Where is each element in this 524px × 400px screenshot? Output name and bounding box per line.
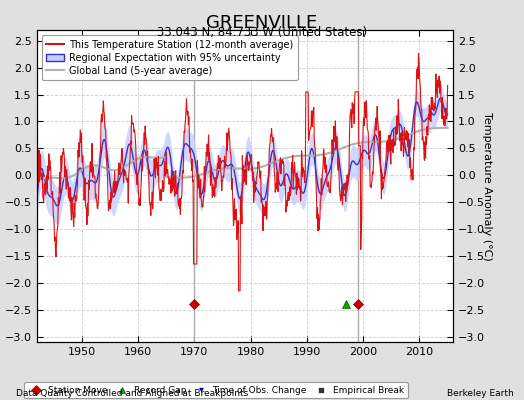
Y-axis label: Temperature Anomaly (°C): Temperature Anomaly (°C)	[482, 112, 492, 260]
Text: Data Quality Controlled and Aligned at Breakpoints: Data Quality Controlled and Aligned at B…	[16, 389, 248, 398]
Text: Berkeley Earth: Berkeley Earth	[447, 389, 514, 398]
Text: 33.043 N, 84.733 W (United States): 33.043 N, 84.733 W (United States)	[157, 26, 367, 39]
Legend: Station Move, Record Gap, Time of Obs. Change, Empirical Break: Station Move, Record Gap, Time of Obs. C…	[24, 382, 408, 398]
Text: GREENVILLE: GREENVILLE	[206, 14, 318, 32]
